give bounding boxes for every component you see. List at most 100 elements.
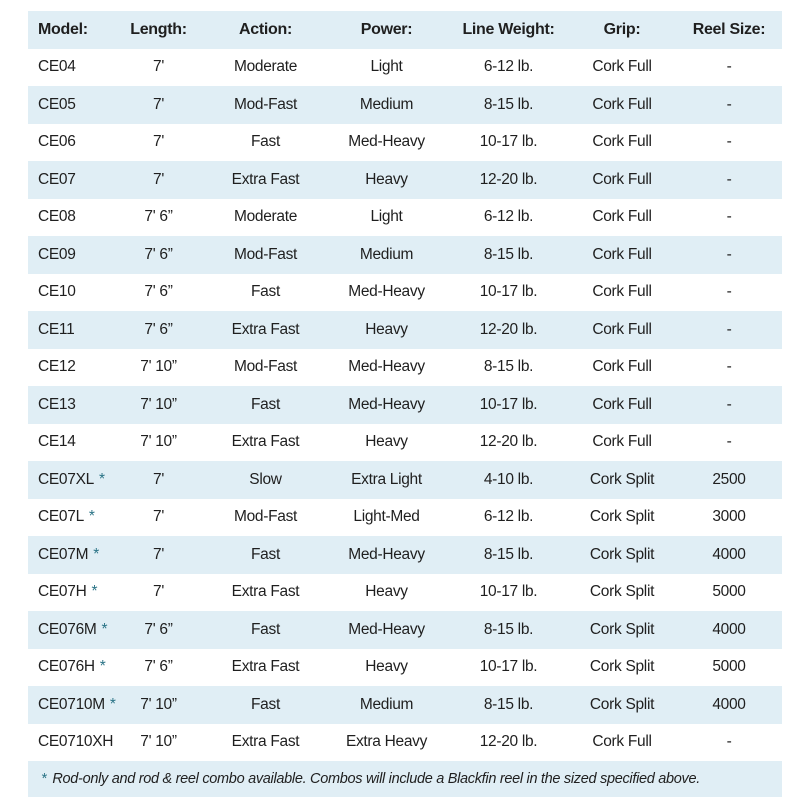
combo-asterisk: * — [99, 658, 106, 676]
column-header-power: Power: — [324, 11, 449, 49]
cell-length: 7' 6” — [110, 236, 207, 274]
cell-grip: Cork Full — [592, 58, 652, 76]
cell-reel-size: 5000 — [712, 583, 746, 601]
cell-reel-size: - — [726, 733, 732, 751]
table-row: CE076M * 7' 6” Fast Med-Heavy 8-15 lb. Cork Sp… — [28, 611, 782, 649]
cell-reel-size: - — [676, 86, 782, 124]
model-name: CE0710M — [38, 695, 105, 713]
model-name: CE12 — [38, 358, 76, 376]
cell-model: CE09 — [28, 236, 110, 274]
table-row: CE06 7' Fast Med-Heavy 10-17 lb. Cork Full - — [28, 124, 782, 162]
cell-line-weight: 12-20 lb. — [479, 733, 538, 751]
table-row: CE07XL * 7' Slow Extra Light 4-10 lb. Cork Spl… — [28, 461, 782, 499]
cell-reel-size: 3000 — [712, 508, 746, 526]
cell-action: Fast — [251, 133, 280, 151]
cell-line-weight: 4-10 lb. — [449, 461, 568, 499]
cell-line-weight: 10-17 lb. — [449, 386, 568, 424]
model-name: CE05 — [38, 95, 76, 113]
cell-power: Light — [370, 208, 403, 226]
cell-line-weight: 10-17 lb. — [479, 283, 538, 301]
cell-action: Extra Fast — [231, 733, 300, 751]
cell-length: 7' 6” — [144, 283, 173, 301]
cell-model: CE07 — [28, 161, 110, 199]
cell-action: Extra Fast — [207, 161, 324, 199]
combo-asterisk: * — [98, 470, 105, 488]
cell-action: Extra Fast — [231, 583, 300, 601]
cell-model: CE07M * — [28, 536, 110, 574]
cell-length: 7' — [110, 86, 207, 124]
table-row: CE07 7' Extra Fast Heavy 12-20 lb. Cork Full - — [28, 161, 782, 199]
table-row: CE10 7' 6” Fast Med-Heavy 10-17 lb. Cork Full… — [28, 274, 782, 312]
column-header-action: Action: — [207, 11, 324, 49]
cell-length: 7' 10” — [110, 386, 207, 424]
model-name: CE04 — [38, 58, 76, 76]
footnote-cell: * Rod-only and rod & reel combo available… — [28, 761, 782, 797]
cell-reel-size: 4000 — [676, 536, 782, 574]
cell-action: Mod-Fast — [207, 86, 324, 124]
cell-line-weight: 12-20 lb. — [479, 433, 538, 451]
model-name: CE11 — [38, 320, 75, 338]
cell-reel-size: 5000 — [712, 658, 746, 676]
combo-asterisk: * — [109, 695, 116, 713]
cell-model: CE14 — [28, 424, 110, 462]
cell-reel-size: - — [676, 236, 782, 274]
cell-action: Fast — [251, 283, 280, 301]
cell-line-weight: 8-15 lb. — [449, 86, 568, 124]
cell-line-weight: 8-15 lb. — [449, 611, 568, 649]
cell-line-weight: 10-17 lb. — [479, 133, 538, 151]
footnote-row: * Rod-only and rod & reel combo available… — [28, 761, 782, 797]
table-row: CE08 7' 6” Moderate Light 6-12 lb. Cork Full - — [28, 199, 782, 237]
combo-asterisk: * — [93, 545, 99, 563]
table-row: CE07M * 7' Fast Med-Heavy 8-15 lb. Cork Split 4… — [28, 536, 782, 574]
cell-line-weight: 8-15 lb. — [483, 358, 534, 376]
cell-action: Extra Fast — [231, 433, 300, 451]
cell-power: Med-Heavy — [348, 358, 425, 376]
cell-action: Mod-Fast — [207, 236, 324, 274]
cell-power: Med-Heavy — [348, 283, 425, 301]
cell-power: Heavy — [365, 583, 408, 601]
cell-reel-size: - — [726, 433, 732, 451]
cell-power: Med-Heavy — [324, 536, 449, 574]
cell-model: CE076M * — [28, 611, 110, 649]
cell-reel-size: - — [726, 58, 732, 76]
cell-action: Moderate — [233, 208, 298, 226]
model-name: CE13 — [38, 395, 76, 413]
cell-length: 7' — [153, 583, 164, 601]
cell-line-weight: 10-17 lb. — [479, 583, 538, 601]
cell-power: Med-Heavy — [348, 133, 425, 151]
model-name: CE0710XH — [38, 733, 114, 751]
column-header-line-weight: Line Weight: — [449, 11, 568, 49]
cell-grip: Cork Split — [589, 583, 655, 601]
cell-grip: Cork Split — [589, 508, 655, 526]
table-row: CE04 7' Moderate Light 6-12 lb. Cork Full - — [28, 49, 782, 87]
table-header: Model: Length: Action: Power: Line Weigh… — [28, 11, 782, 49]
cell-model: CE07L * — [28, 499, 110, 537]
cell-line-weight: 12-20 lb. — [449, 161, 568, 199]
cell-model: CE07H * — [28, 574, 110, 612]
table-row: CE05 7' Mod-Fast Medium 8-15 lb. Cork Full - — [28, 86, 782, 124]
cell-grip: Cork Split — [568, 461, 676, 499]
cell-power: Light — [370, 58, 403, 76]
model-name: CE076H — [38, 658, 95, 676]
cell-grip: Cork Full — [592, 208, 652, 226]
cell-length: 7' 10” — [140, 433, 177, 451]
cell-grip: Cork Full — [592, 433, 652, 451]
cell-reel-size: - — [726, 208, 732, 226]
model-name: CE09 — [38, 245, 76, 263]
cell-length: 7' — [153, 508, 164, 526]
cell-reel-size: - — [676, 386, 782, 424]
table-row: CE0710XH 7' 10” Extra Fast Extra Heavy 12-20… — [28, 724, 782, 762]
table-row: CE09 7' 6” Mod-Fast Medium 8-15 lb. Cork Full… — [28, 236, 782, 274]
cell-model: CE12 — [28, 349, 110, 387]
cell-line-weight: 8-15 lb. — [449, 686, 568, 724]
table-row: CE07L * 7' Mod-Fast Light-Med 6-12 lb. Cork Sp… — [28, 499, 782, 537]
cell-model: CE10 — [28, 274, 110, 312]
table-row: CE0710M * 7' 10” Fast Medium 8-15 lb. Cork Spl… — [28, 686, 782, 724]
cell-model: CE0710XH — [28, 724, 114, 762]
column-header-length: Length: — [110, 11, 207, 49]
cell-length: 7' 10” — [140, 358, 177, 376]
model-name: CE07L — [38, 508, 84, 526]
model-name: CE08 — [38, 208, 76, 226]
rod-spec-table: Model: Length: Action: Power: Line Weigh… — [28, 11, 782, 797]
cell-length: 7' 6” — [110, 611, 207, 649]
